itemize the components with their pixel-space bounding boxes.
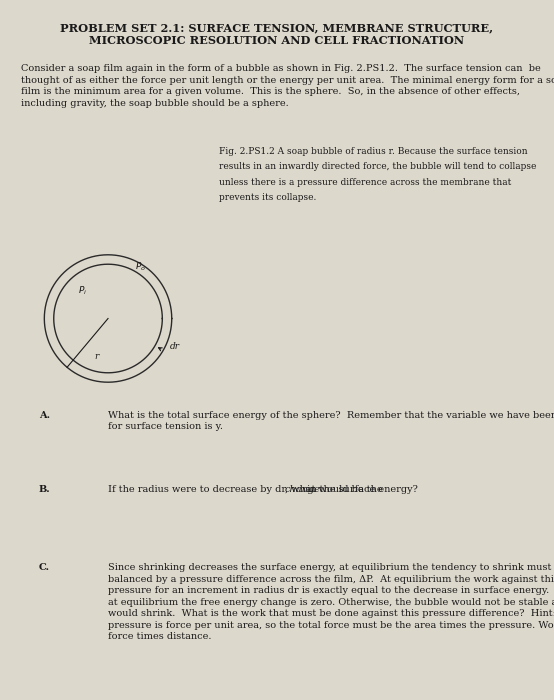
Text: MICROSCOPIC RESOLUTION AND CELL FRACTIONATION: MICROSCOPIC RESOLUTION AND CELL FRACTION… — [89, 35, 465, 46]
Text: If the radius were to decrease by dr, what would be the: If the radius were to decrease by dr, wh… — [108, 485, 386, 494]
Text: A.: A. — [39, 411, 50, 420]
Text: Consider a soap film again in the form of a bubble as shown in Fig. 2.PS1.2.  Th: Consider a soap film again in the form o… — [21, 64, 554, 108]
Text: Fig. 2.PS1.2 A soap bubble of radius r. Because the surface tension: Fig. 2.PS1.2 A soap bubble of radius r. … — [219, 147, 527, 156]
Text: B.: B. — [39, 485, 50, 494]
Text: prevents its collapse.: prevents its collapse. — [219, 193, 316, 202]
Text: C.: C. — [39, 564, 50, 573]
Text: $P_i$: $P_i$ — [78, 285, 87, 298]
Text: r: r — [95, 352, 99, 361]
Text: What is the total surface energy of the sphere?  Remember that the variable we h: What is the total surface energy of the … — [108, 411, 554, 431]
Text: PROBLEM SET 2.1: SURFACE TENSION, MEMBRANE STRUCTURE,: PROBLEM SET 2.1: SURFACE TENSION, MEMBRA… — [60, 22, 494, 34]
Text: unless there is a pressure difference across the membrane that: unless there is a pressure difference ac… — [219, 178, 511, 187]
Text: Since shrinking decreases the surface energy, at equilibrium the tendency to shr: Since shrinking decreases the surface en… — [108, 564, 554, 641]
Text: dr: dr — [170, 342, 180, 351]
Text: in the surface energy?: in the surface energy? — [304, 485, 418, 494]
Text: change: change — [285, 485, 321, 494]
Text: results in an inwardly directed force, the bubble will tend to collapse: results in an inwardly directed force, t… — [219, 162, 536, 172]
Text: $P_o$: $P_o$ — [135, 260, 146, 273]
